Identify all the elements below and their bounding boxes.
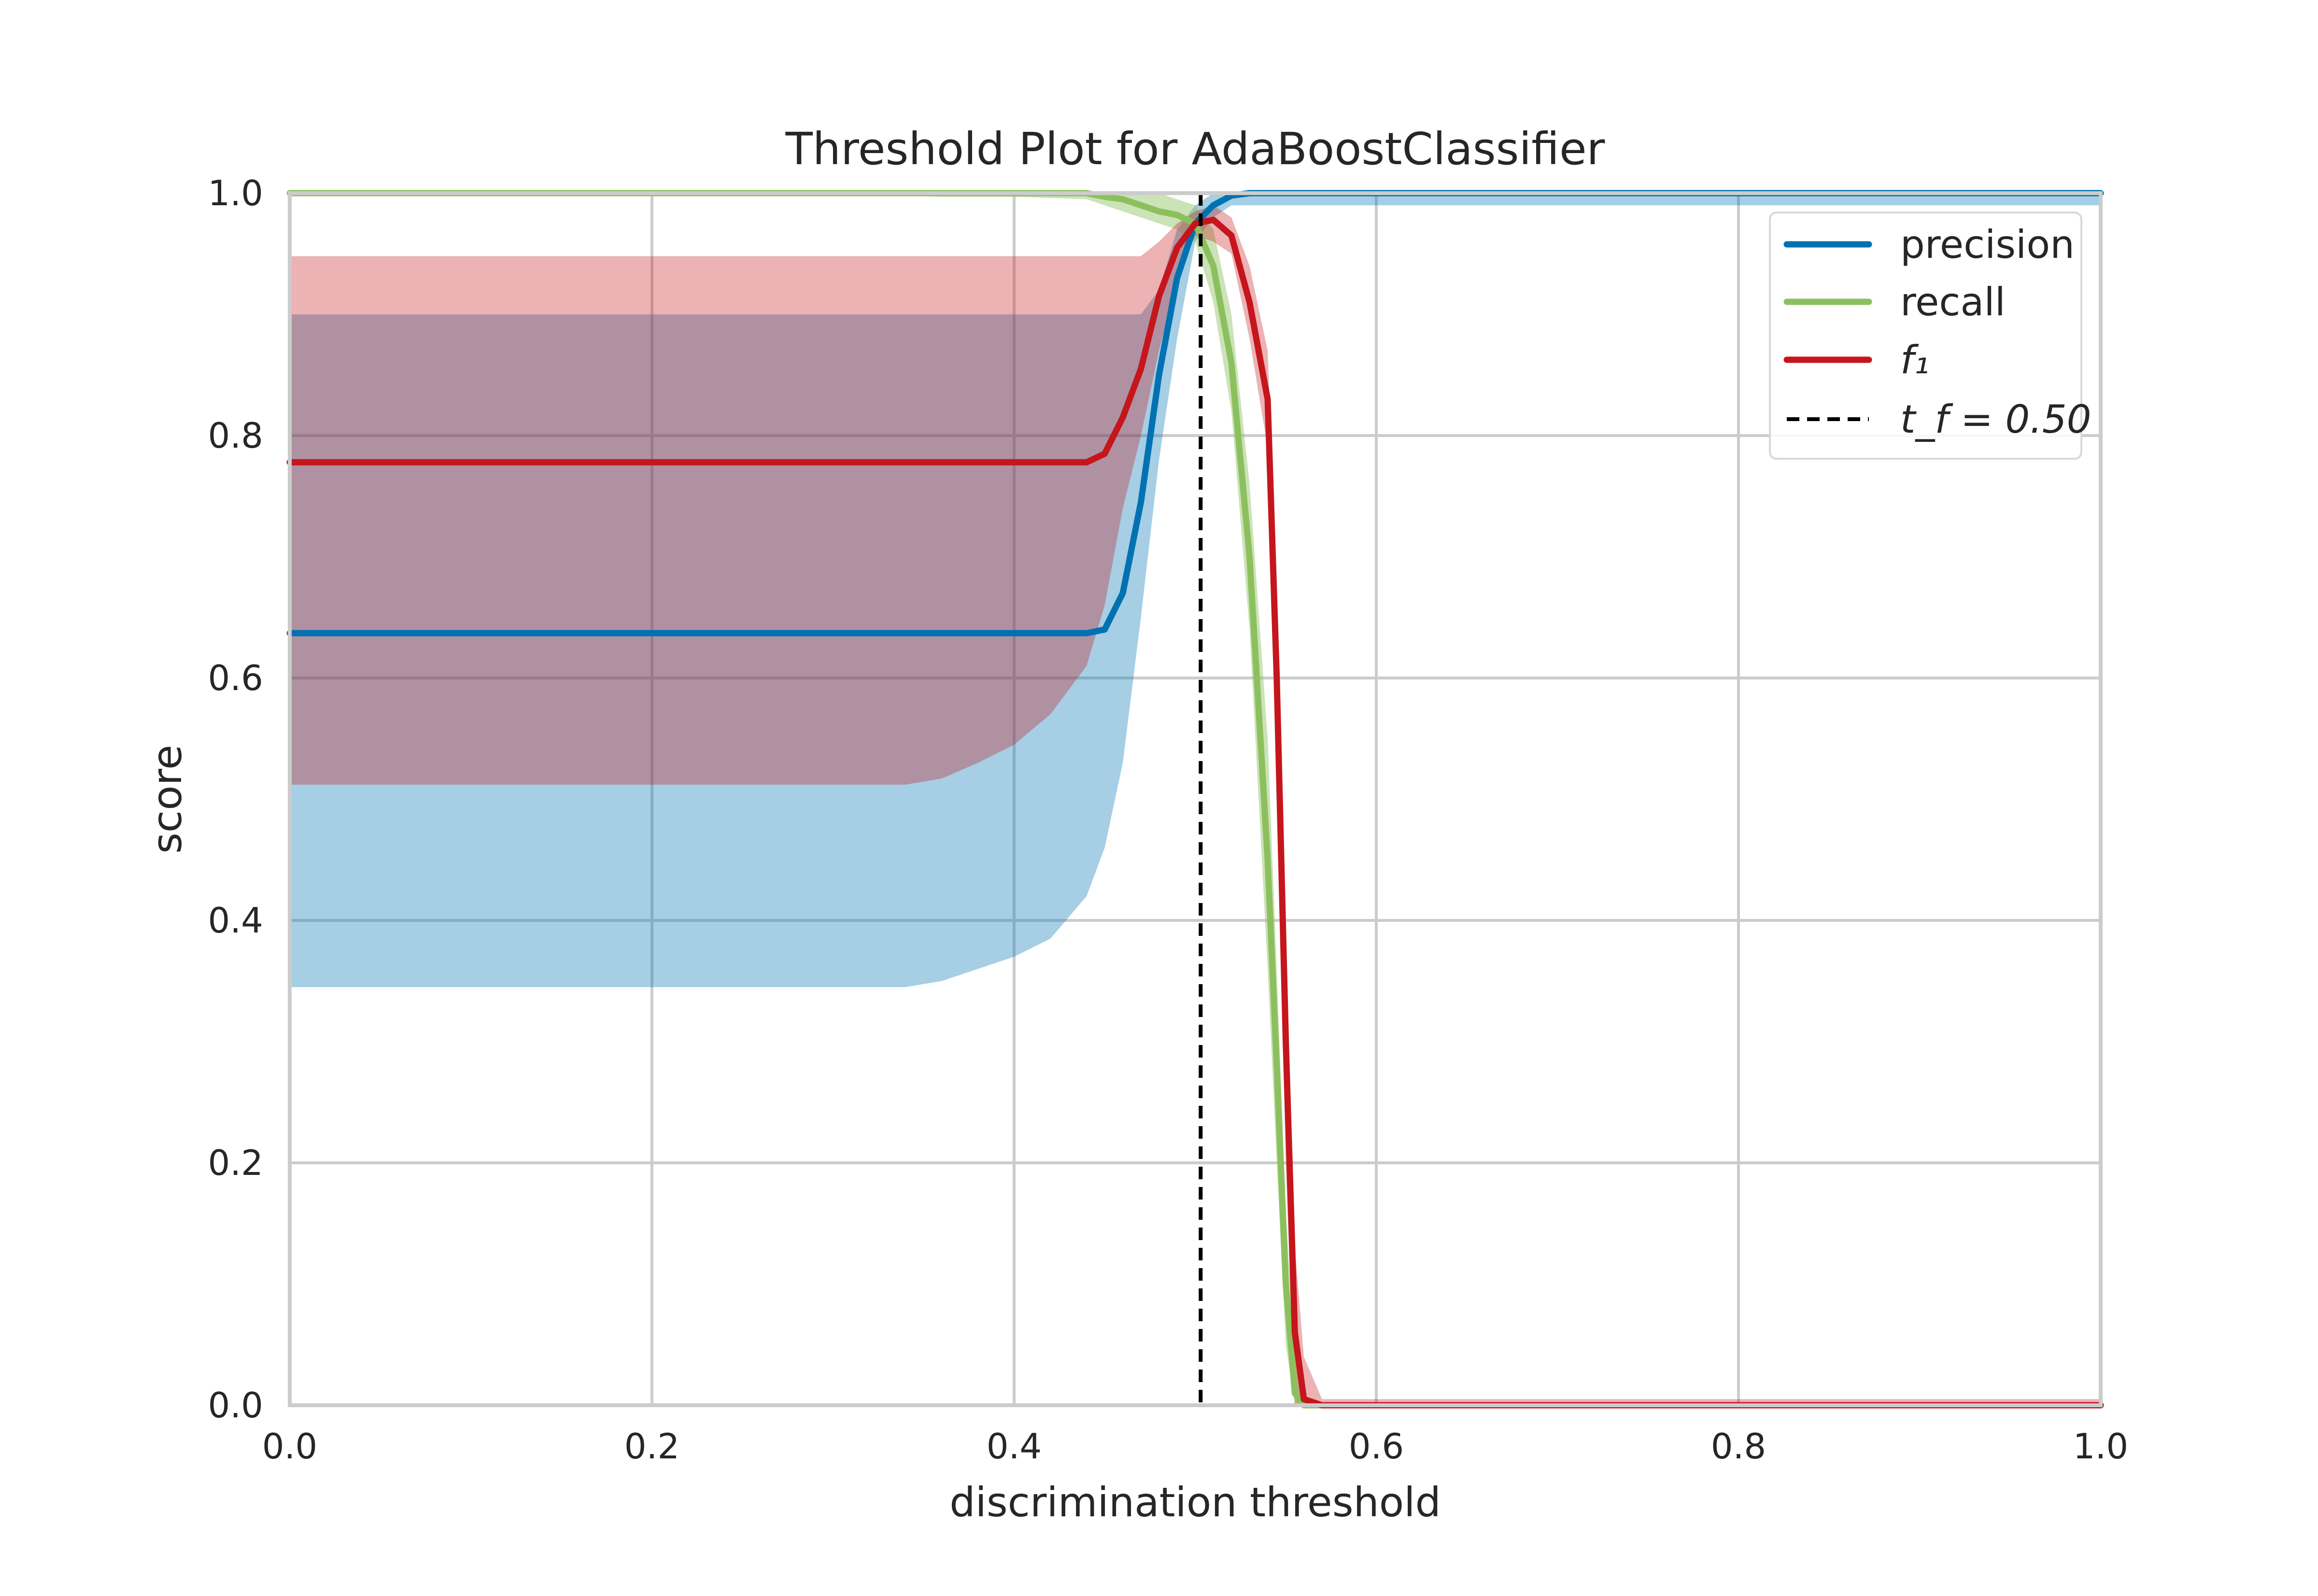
- chart-title: Threshold Plot for AdaBoostClassifier: [785, 123, 1605, 175]
- confidence-bands: [290, 193, 2101, 1405]
- band-f1: [290, 205, 2101, 1405]
- legend-recall-label: recall: [1900, 280, 2006, 325]
- y-axis-label: score: [143, 745, 191, 854]
- y-tick-label: 0.2: [208, 1143, 263, 1183]
- x-tick-label: 1.0: [2073, 1426, 2129, 1467]
- y-tick-label: 0.6: [208, 658, 263, 698]
- y-tick-label: 0.0: [208, 1385, 263, 1426]
- legend: precision recall f₁ t_f = 0.50: [1769, 212, 2092, 460]
- x-tick-label: 0.4: [987, 1426, 1042, 1467]
- y-tick-label: 0.4: [208, 900, 263, 941]
- x-tick-label: 0.2: [624, 1426, 680, 1467]
- legend-threshold-label: t_f = 0.50: [1900, 397, 2092, 442]
- x-axis-label: discrimination threshold: [949, 1479, 1441, 1526]
- legend-precision-label: precision: [1900, 222, 2075, 267]
- legend-box: [1769, 212, 2082, 460]
- plot-frame: [288, 191, 2103, 1407]
- x-tick-label: 0.8: [1711, 1426, 1767, 1467]
- y-tick-label: 0.8: [208, 415, 263, 456]
- x-tick-label: 0.6: [1349, 1426, 1404, 1467]
- x-tick-label: 0.0: [262, 1426, 318, 1467]
- tick-labels: 0.0 0.2 0.4 0.6 0.8 1.0 0.0 0.2 0.4 0.6 0.8 1.0: [208, 173, 2128, 1467]
- legend-f1-label: f₁: [1900, 338, 1929, 382]
- y-tick-label: 1.0: [208, 173, 263, 213]
- band-precision: [290, 193, 2101, 988]
